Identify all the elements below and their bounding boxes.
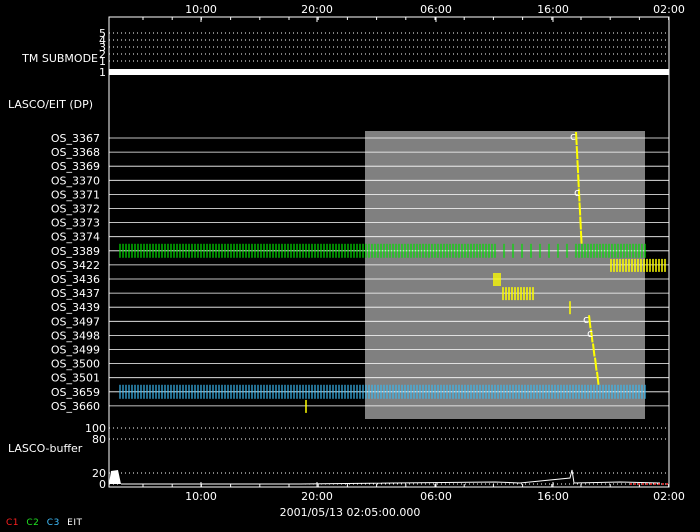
buffer-tick-100: 100: [85, 422, 106, 435]
marker-c-3497: c: [583, 313, 589, 326]
row-label-OS_3498: OS_3498: [51, 329, 100, 342]
row-label-OS_3389: OS_3389: [51, 245, 100, 258]
row-label-OS_3499: OS_3499: [51, 344, 100, 357]
row-label-OS_3367: OS_3367: [51, 132, 100, 145]
submode-value-bar: [109, 69, 669, 75]
submode-level-5: 5: [99, 27, 106, 40]
buffer-tick-80: 80: [92, 433, 106, 446]
marker-c-3498: c: [587, 327, 593, 340]
eit-seq-3497-3501: [594, 357, 598, 371]
time-tick-bottom-4: 02:00: [653, 490, 685, 503]
eit-seq-3497-3501: [588, 315, 592, 329]
row-label-OS_3373: OS_3373: [51, 217, 100, 230]
eit-seq-3497-3501: [592, 343, 596, 357]
marker-c-3371: c: [574, 186, 580, 199]
buffer-trace: [121, 469, 661, 485]
legend-c2: C2: [26, 518, 40, 528]
section-label: LASCO/EIT (DP): [8, 98, 93, 111]
time-tick-top-2: 06:00: [420, 3, 452, 16]
buffer-initial-spike: [109, 470, 121, 484]
submode-level-1: 1: [99, 55, 106, 68]
time-tick-bottom-1: 20:00: [301, 490, 333, 503]
eit-seq-3367-3374: [575, 146, 579, 160]
time-tick-bottom-3: 16:00: [537, 490, 569, 503]
time-tick-top-4: 02:00: [653, 3, 685, 16]
submode-value-tick: 1: [99, 66, 106, 79]
time-tick-top-0: 10:00: [185, 3, 217, 16]
row-label-OS_3437: OS_3437: [51, 287, 100, 300]
eit-seq-3367-3374: [579, 230, 583, 244]
row-label-OS_3369: OS_3369: [51, 160, 100, 173]
submode-level-2: 2: [99, 48, 106, 61]
eit-seq-3497-3501: [596, 371, 600, 385]
time-tick-top-3: 16:00: [537, 3, 569, 16]
time-tick-bottom-2: 06:00: [420, 490, 452, 503]
row-label-OS_3500: OS_3500: [51, 358, 100, 371]
buffer-label: LASCO-buffer: [8, 442, 83, 455]
submode-label: TM SUBMODE: [21, 52, 98, 65]
legend-c3: C3: [46, 518, 60, 528]
row-label-OS_3436: OS_3436: [51, 273, 100, 286]
eit-seq-3367-3374: [577, 174, 580, 188]
row-label-OS_3501: OS_3501: [51, 372, 100, 385]
row-label-OS_3660: OS_3660: [51, 400, 100, 413]
row-label-OS_3371: OS_3371: [51, 188, 100, 201]
legend-c1: C1: [6, 518, 20, 528]
eit-seq-3367-3374: [576, 160, 580, 174]
eit-seq-3367-3374: [579, 216, 582, 230]
legend: C1 C2 C3 EIT: [6, 518, 87, 528]
row-label-OS_3370: OS_3370: [51, 174, 100, 187]
eit-seq-3367-3374: [575, 131, 578, 146]
time-tick-bottom-0: 10:00: [185, 490, 217, 503]
eit-seq-3367-3374: [578, 202, 582, 216]
row-label-OS_3368: OS_3368: [51, 146, 100, 159]
timestamp-label: 2001/05/13 02:05:00.000: [279, 506, 421, 519]
row-label-OS_3659: OS_3659: [51, 386, 100, 399]
buffer-tick-0: 0: [99, 478, 106, 491]
buffer-tick-20: 20: [92, 467, 106, 480]
eit-seq-3367-3374: [577, 188, 581, 202]
submode-level-3: 3: [99, 41, 106, 54]
eit-seq-3497-3501: [590, 329, 594, 343]
row-label-OS_3374: OS_3374: [51, 231, 100, 244]
plot-frame: [108, 16, 670, 488]
time-tick-top-1: 20:00: [301, 3, 333, 16]
marker-c-3367: c: [570, 130, 576, 143]
shaded-interval: [365, 131, 645, 419]
submode-level-4: 4: [99, 34, 106, 47]
row-label-OS_3439: OS_3439: [51, 301, 100, 314]
row-label-OS_3422: OS_3422: [51, 259, 100, 272]
row-label-OS_3497: OS_3497: [51, 315, 100, 328]
row-label-OS_3372: OS_3372: [51, 203, 100, 216]
legend-eit: EIT: [67, 518, 83, 528]
